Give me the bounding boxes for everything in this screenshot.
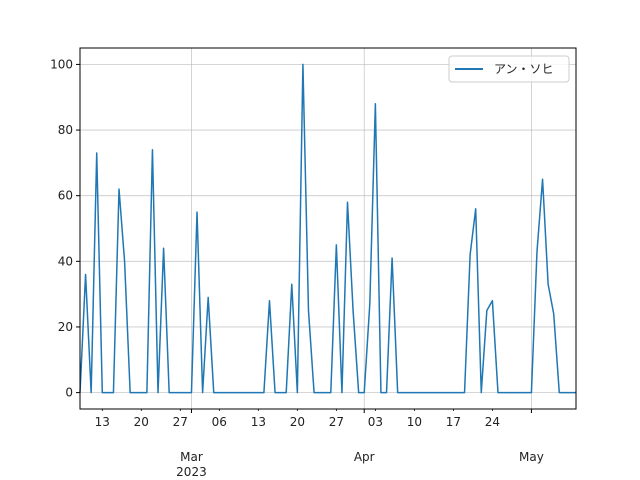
y-tick-label: 0 bbox=[65, 386, 73, 400]
x-major-tick-label: Mar bbox=[180, 450, 203, 464]
x-minor-tick-label: 13 bbox=[251, 415, 266, 429]
y-tick-label: 20 bbox=[58, 320, 73, 334]
grid-lines bbox=[80, 48, 576, 409]
x-minor-tick-label: 13 bbox=[95, 415, 110, 429]
x-minor-tick-label: 20 bbox=[290, 415, 305, 429]
legend-label: アン・ソヒ bbox=[494, 62, 554, 76]
x-major-tick-sublabel: 2023 bbox=[176, 465, 207, 479]
x-minor-tick-label: 24 bbox=[485, 415, 500, 429]
legend: アン・ソヒ bbox=[448, 55, 570, 83]
y-tick-label: 60 bbox=[58, 189, 73, 203]
x-minor-tick-label: 27 bbox=[173, 415, 188, 429]
series-lines bbox=[79, 63, 576, 394]
plot-frame bbox=[79, 47, 577, 410]
x-minor-tick-label: 10 bbox=[407, 415, 422, 429]
x-major-tick-label: Apr bbox=[354, 450, 375, 464]
x-minor-tick-label: 27 bbox=[329, 415, 344, 429]
y-tick-label: 80 bbox=[58, 123, 73, 137]
x-minor-tick-label: 03 bbox=[368, 415, 383, 429]
x-minor-tick-label: 17 bbox=[446, 415, 461, 429]
y-axis: 0 20 40 60 80 100 bbox=[50, 57, 80, 400]
x-minor-tick-label: 06 bbox=[212, 415, 227, 429]
legend-box bbox=[448, 55, 570, 83]
y-tick-label: 100 bbox=[50, 57, 73, 71]
plot-area bbox=[80, 48, 576, 409]
x-major-tick-label: May bbox=[519, 450, 544, 464]
y-tick-label: 40 bbox=[58, 254, 73, 268]
x-minor-tick-label: 20 bbox=[134, 415, 149, 429]
series-line bbox=[79, 63, 576, 394]
